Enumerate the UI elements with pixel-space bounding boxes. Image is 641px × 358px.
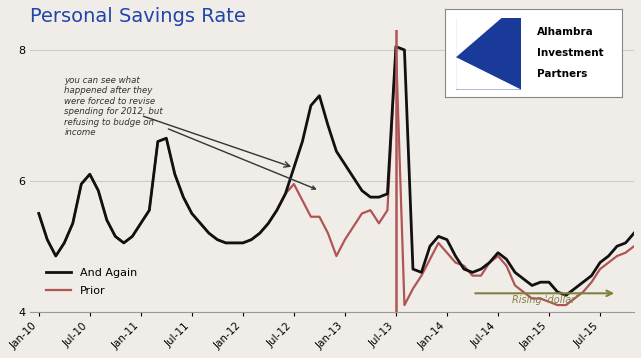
Polygon shape [456,18,521,90]
Polygon shape [456,57,521,90]
Polygon shape [456,18,502,57]
Text: Rising 'dollar': Rising 'dollar' [512,295,578,305]
Text: Investment: Investment [537,48,604,58]
Text: Alhambra: Alhambra [537,27,594,37]
Polygon shape [454,16,523,90]
Text: Personal Savings Rate: Personal Savings Rate [30,7,246,26]
Legend: And Again, Prior: And Again, Prior [42,264,141,300]
Text: you can see what
happened after they
were forced to revise
spending for 2012, bu: you can see what happened after they wer… [64,76,315,189]
Text: Partners: Partners [537,69,588,79]
